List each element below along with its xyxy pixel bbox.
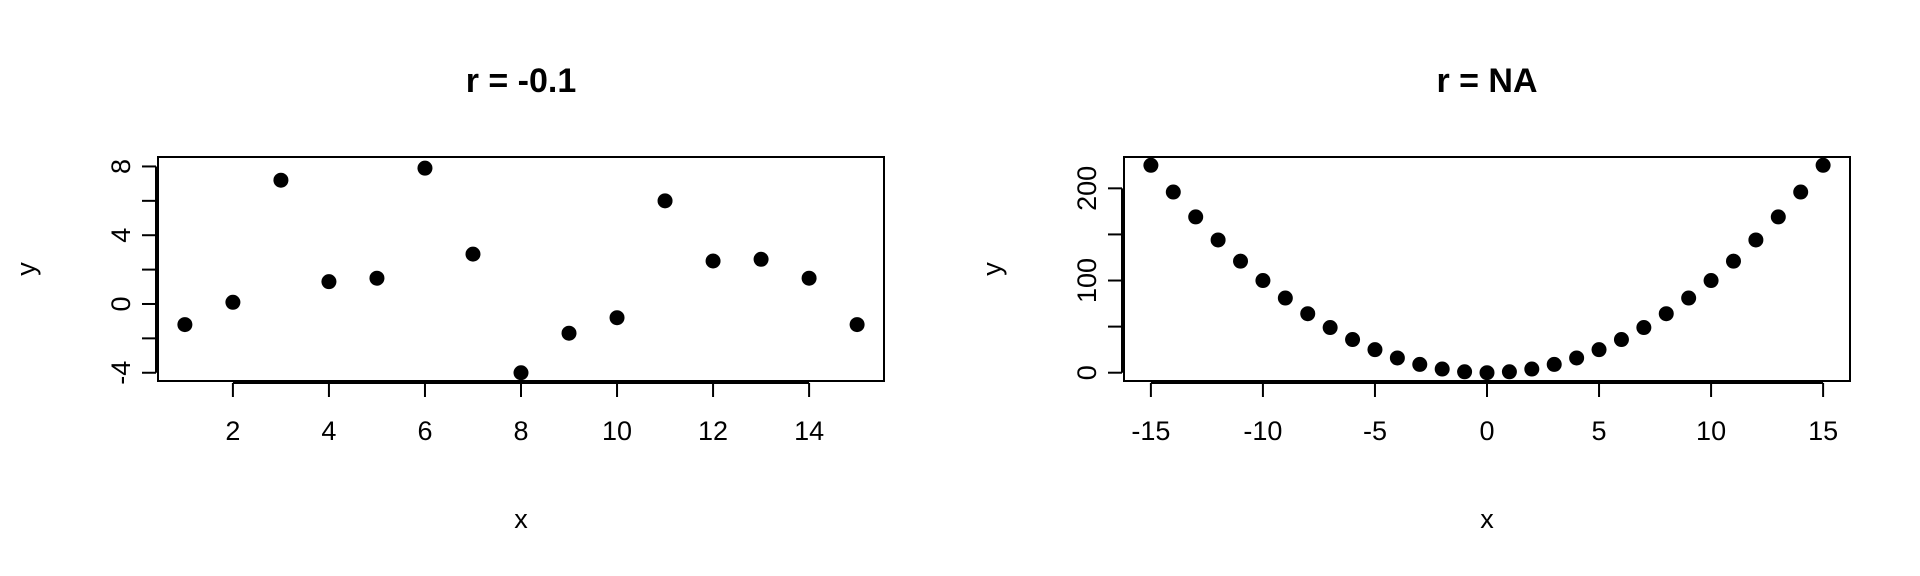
x-tick-label: 5 [1592,416,1607,446]
data-point [1300,306,1316,322]
data-point [1770,209,1786,225]
y-tick-label: 0 [1072,365,1102,380]
data-point [561,325,577,341]
data-point [753,251,769,267]
x-tick-label: 15 [1808,416,1838,446]
x-tick-label: -15 [1131,416,1170,446]
data-point [1748,232,1764,248]
x-axis-label: x [1480,504,1494,534]
x-tick-label: 4 [321,416,336,446]
x-tick-label: 8 [513,416,528,446]
data-point [1367,342,1383,358]
x-tick-label: 14 [794,416,824,446]
data-point [369,270,385,286]
data-point [1322,320,1338,336]
data-point [177,317,193,333]
data-point [1793,184,1809,200]
data-point [225,294,241,310]
data-point [1457,364,1473,380]
y-tick-label: 8 [106,159,136,174]
x-tick-label: 2 [225,416,240,446]
left-scatter-panel: r = -0.1 2 4 6 8 10 12 14 -4 0 4 8 x y [11,62,885,534]
data-point [1569,350,1585,366]
data-point [1703,273,1719,289]
data-point [1658,306,1674,322]
y-tick-label: 4 [106,228,136,243]
plot-frame [157,156,885,382]
chart-title: r = NA [1436,62,1537,100]
y-axis-label: y [11,262,41,276]
x-tick-label: -10 [1243,416,1282,446]
data-point [657,193,673,209]
data-point [1636,320,1652,336]
x-tick-label: -5 [1363,416,1387,446]
data-point [321,274,337,290]
x-tick-label: 12 [698,416,728,446]
data-point [705,253,721,269]
data-point [1389,350,1405,366]
right-scatter-panel: r = NA -15 -10 -5 0 5 10 15 0 100 200 x y [977,62,1851,534]
y-tick-label: 100 [1072,258,1102,303]
y-tick-label: 0 [106,296,136,311]
x-tick-label: 10 [602,416,632,446]
data-point [1165,184,1181,200]
data-point [609,310,625,326]
data-point [1613,332,1629,348]
x-tick-label: 6 [417,416,432,446]
data-point [1434,361,1450,377]
data-point [1210,232,1226,248]
data-point [1546,356,1562,372]
data-point [417,160,433,176]
y-tick-label: -4 [106,361,136,385]
data-point [1815,157,1831,173]
data-point [1412,356,1428,372]
data-point [1188,209,1204,225]
data-point [1277,290,1293,306]
data-point [513,365,529,381]
data-point [1345,332,1361,348]
y-tick-label: 200 [1072,166,1102,211]
data-point [849,317,865,333]
data-point [1591,342,1607,358]
data-point [1501,364,1517,380]
plot-frame [1123,156,1851,382]
data-point [273,172,289,188]
data-point [1681,290,1697,306]
data-point [1233,253,1249,269]
data-point [1524,361,1540,377]
data-point [1143,157,1159,173]
x-tick-label: 10 [1696,416,1726,446]
data-point [1479,365,1495,381]
data-point [1725,253,1741,269]
data-point [1255,273,1271,289]
data-point [465,246,481,262]
chart-title: r = -0.1 [466,62,577,100]
data-point [801,270,817,286]
y-axis-label: y [977,262,1007,276]
x-axis-label: x [514,504,528,534]
x-tick-label: 0 [1479,416,1494,446]
